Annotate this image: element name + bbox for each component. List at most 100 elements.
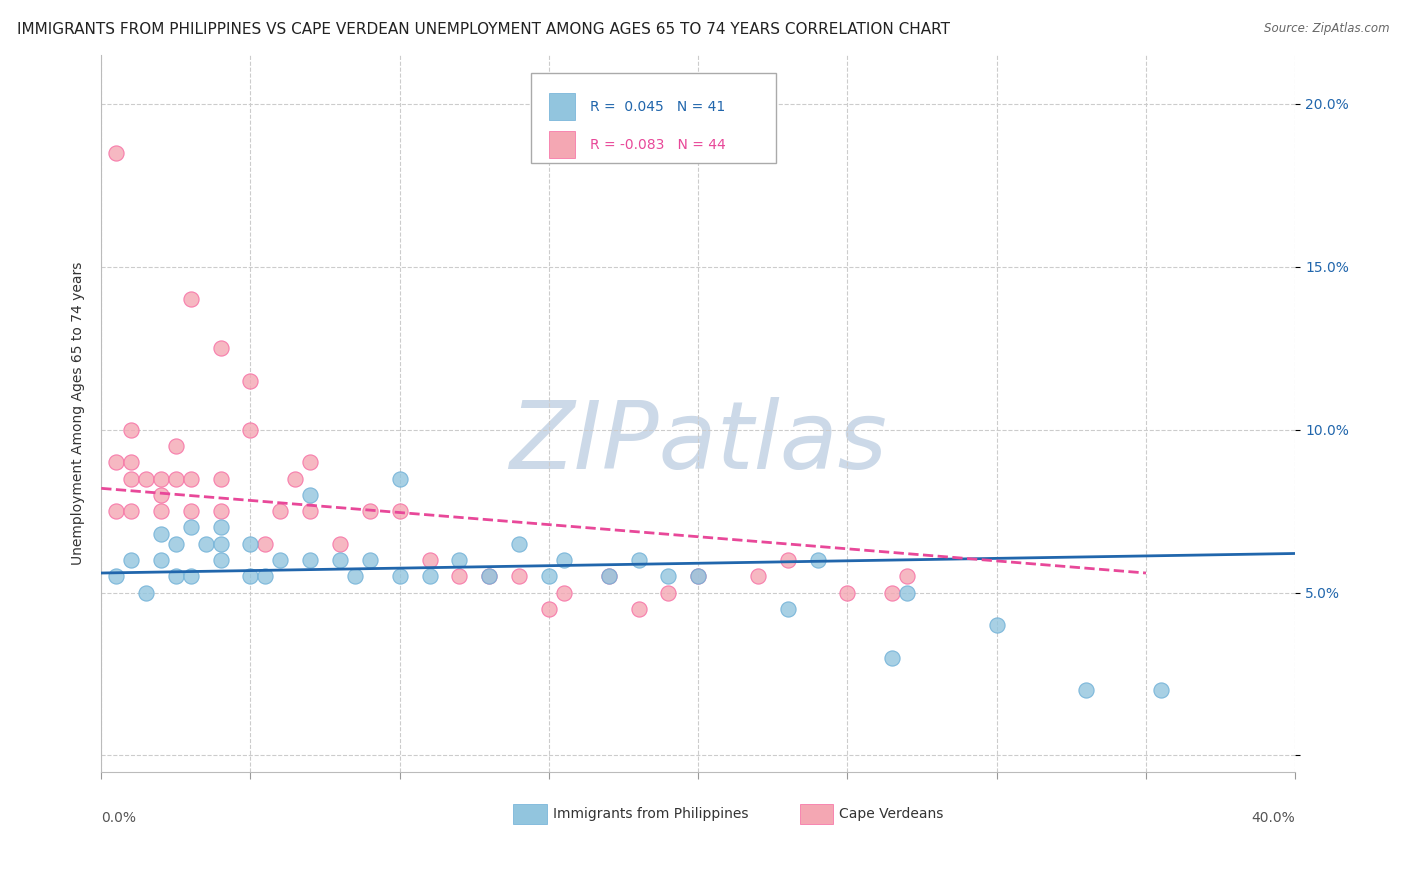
Text: 0.0%: 0.0% bbox=[101, 811, 136, 825]
Point bbox=[254, 537, 277, 551]
Point bbox=[537, 602, 560, 616]
Point bbox=[254, 569, 277, 583]
Point bbox=[165, 537, 187, 551]
Point bbox=[449, 569, 471, 583]
Point bbox=[553, 553, 575, 567]
Point bbox=[149, 488, 172, 502]
Point bbox=[135, 472, 157, 486]
Point bbox=[149, 553, 172, 567]
Text: Source: ZipAtlas.com: Source: ZipAtlas.com bbox=[1264, 22, 1389, 36]
Point bbox=[209, 504, 232, 518]
Point bbox=[329, 553, 352, 567]
Point bbox=[149, 472, 172, 486]
Point bbox=[120, 455, 142, 469]
Point bbox=[419, 569, 441, 583]
Point bbox=[553, 585, 575, 599]
Point bbox=[105, 569, 128, 583]
Point bbox=[508, 569, 530, 583]
Point bbox=[449, 553, 471, 567]
Text: IMMIGRANTS FROM PHILIPPINES VS CAPE VERDEAN UNEMPLOYMENT AMONG AGES 65 TO 74 YEA: IMMIGRANTS FROM PHILIPPINES VS CAPE VERD… bbox=[17, 22, 950, 37]
Point bbox=[598, 569, 620, 583]
Point bbox=[149, 504, 172, 518]
Point bbox=[1150, 683, 1173, 698]
Point bbox=[776, 602, 799, 616]
Point bbox=[299, 455, 322, 469]
Point bbox=[120, 472, 142, 486]
Text: Immigrants from Philippines: Immigrants from Philippines bbox=[553, 807, 748, 821]
Point bbox=[209, 537, 232, 551]
Point bbox=[627, 602, 650, 616]
Point bbox=[269, 553, 291, 567]
Point bbox=[239, 569, 262, 583]
Point bbox=[284, 472, 307, 486]
Point bbox=[209, 520, 232, 534]
Point bbox=[120, 504, 142, 518]
Point bbox=[180, 472, 202, 486]
Point bbox=[478, 569, 501, 583]
Point bbox=[135, 585, 157, 599]
Point bbox=[1076, 683, 1098, 698]
Point bbox=[180, 520, 202, 534]
Point bbox=[747, 569, 769, 583]
Point bbox=[120, 423, 142, 437]
Point bbox=[299, 553, 322, 567]
Point bbox=[419, 553, 441, 567]
Point bbox=[105, 504, 128, 518]
Text: R = -0.083   N = 44: R = -0.083 N = 44 bbox=[589, 137, 725, 152]
Point bbox=[896, 569, 918, 583]
FancyBboxPatch shape bbox=[548, 131, 575, 158]
Point bbox=[329, 537, 352, 551]
Point bbox=[180, 504, 202, 518]
Point bbox=[478, 569, 501, 583]
Point bbox=[657, 585, 679, 599]
Point bbox=[165, 569, 187, 583]
Point bbox=[837, 585, 859, 599]
Text: R =  0.045   N = 41: R = 0.045 N = 41 bbox=[589, 100, 725, 114]
Point bbox=[882, 585, 904, 599]
Point bbox=[657, 569, 679, 583]
Text: 40.0%: 40.0% bbox=[1251, 811, 1295, 825]
FancyBboxPatch shape bbox=[513, 804, 547, 824]
Point bbox=[359, 504, 381, 518]
Point bbox=[688, 569, 710, 583]
Point bbox=[165, 439, 187, 453]
Point bbox=[882, 650, 904, 665]
Point bbox=[343, 569, 366, 583]
Y-axis label: Unemployment Among Ages 65 to 74 years: Unemployment Among Ages 65 to 74 years bbox=[72, 261, 86, 566]
Point bbox=[239, 374, 262, 388]
Point bbox=[627, 553, 650, 567]
FancyBboxPatch shape bbox=[531, 73, 776, 162]
Point bbox=[388, 504, 411, 518]
Point bbox=[688, 569, 710, 583]
Point bbox=[239, 423, 262, 437]
Point bbox=[180, 569, 202, 583]
Text: ZIPatlas: ZIPatlas bbox=[509, 397, 887, 488]
Point bbox=[105, 145, 128, 160]
Point bbox=[598, 569, 620, 583]
Point bbox=[388, 472, 411, 486]
Point bbox=[105, 455, 128, 469]
Text: Cape Verdeans: Cape Verdeans bbox=[839, 807, 943, 821]
Point bbox=[194, 537, 217, 551]
Point bbox=[209, 553, 232, 567]
Point bbox=[896, 585, 918, 599]
FancyBboxPatch shape bbox=[800, 804, 834, 824]
Point bbox=[807, 553, 830, 567]
Point bbox=[165, 472, 187, 486]
Point bbox=[537, 569, 560, 583]
Point bbox=[776, 553, 799, 567]
Point bbox=[180, 293, 202, 307]
Point bbox=[299, 488, 322, 502]
Point bbox=[299, 504, 322, 518]
Point bbox=[149, 527, 172, 541]
FancyBboxPatch shape bbox=[548, 93, 575, 120]
Point bbox=[388, 569, 411, 583]
Point bbox=[359, 553, 381, 567]
Point bbox=[239, 537, 262, 551]
Point bbox=[209, 341, 232, 355]
Point bbox=[120, 553, 142, 567]
Point bbox=[986, 618, 1008, 632]
Point bbox=[508, 537, 530, 551]
Point bbox=[209, 472, 232, 486]
Point bbox=[269, 504, 291, 518]
